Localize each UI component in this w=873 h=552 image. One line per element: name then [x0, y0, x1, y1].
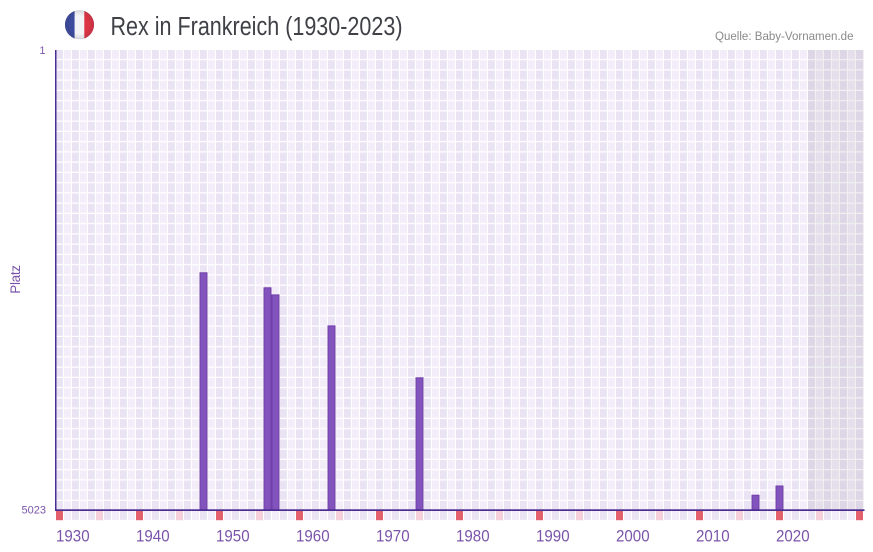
svg-text:2020: 2020 — [776, 527, 810, 546]
svg-text:Quelle: Baby-Vornamen.de: Quelle: Baby-Vornamen.de — [715, 29, 854, 43]
svg-text:1940: 1940 — [136, 527, 170, 546]
svg-text:5023: 5023 — [22, 505, 46, 517]
svg-text:1990: 1990 — [536, 527, 570, 546]
svg-text:Rex in Frankreich (1930-2023): Rex in Frankreich (1930-2023) — [111, 13, 403, 41]
svg-text:1: 1 — [39, 45, 45, 57]
svg-text:2010: 2010 — [696, 527, 730, 546]
svg-text:1980: 1980 — [456, 527, 490, 546]
svg-text:1950: 1950 — [216, 527, 250, 546]
svg-text:Platz: Platz — [8, 265, 23, 294]
svg-text:1960: 1960 — [296, 527, 330, 546]
svg-text:2000: 2000 — [616, 527, 650, 546]
svg-text:1970: 1970 — [376, 527, 410, 546]
svg-text:1930: 1930 — [56, 527, 90, 546]
